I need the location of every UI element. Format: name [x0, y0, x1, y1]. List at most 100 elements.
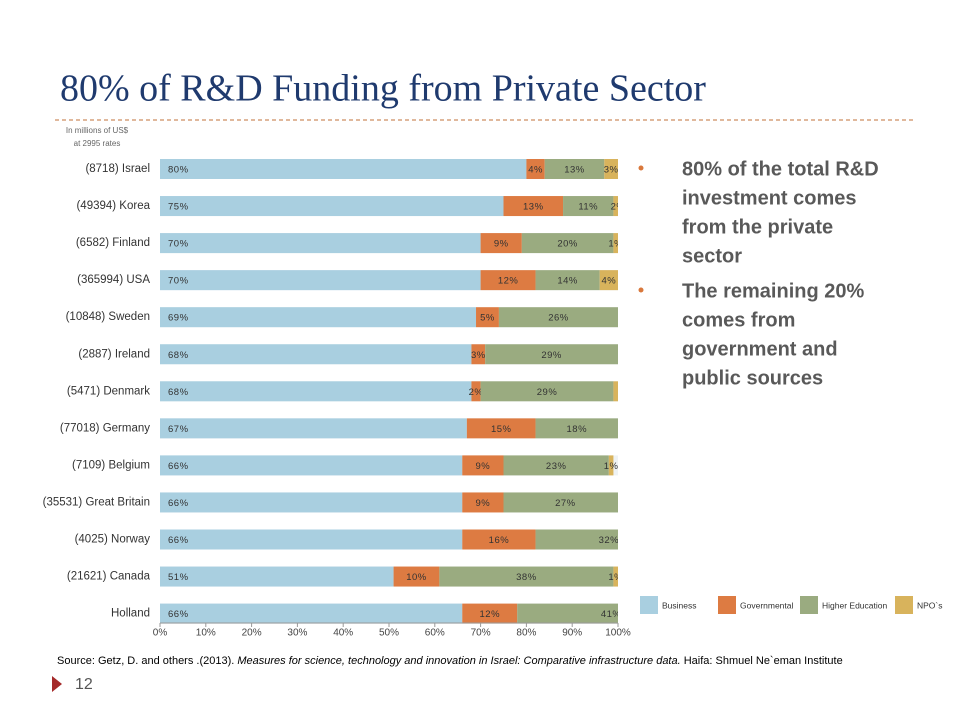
value-label: 2%: [469, 387, 484, 398]
bar-segment: [160, 159, 527, 179]
value-label: 26%: [548, 313, 569, 324]
bar-segment: [160, 418, 467, 439]
value-label: 1%: [604, 461, 619, 472]
category-label: (365994) USA: [77, 274, 150, 286]
bullet-text: comes from: [682, 309, 795, 331]
value-label: 13%: [523, 202, 544, 213]
bar-segment: [503, 455, 609, 476]
plot: 80% 4% 13% 3% 75% 13% 11% 2% 70% 9% 20% 1% 70% 12% 14%…: [160, 159, 639, 624]
bar-segment: [439, 566, 614, 587]
x-tick-label: 90%: [562, 628, 582, 639]
bar-segment: [498, 307, 618, 328]
bar-segment: [535, 418, 618, 439]
category-label: (7109) Belgium: [72, 459, 150, 471]
source: Source: Getz, D. and others .(2013). Mea…: [57, 655, 843, 667]
x-tick-label: 10%: [196, 628, 216, 639]
category-label: Holland: [111, 608, 150, 620]
source-suffix: Haifa: Shmuel Ne`eman Institute: [681, 655, 843, 667]
category-label: (4025) Norway: [75, 534, 151, 546]
value-label: 2%: [624, 498, 639, 509]
value-label: 3%: [604, 165, 619, 176]
value-label: 23%: [546, 461, 567, 472]
value-label: 9%: [476, 461, 491, 472]
value-label: 67%: [168, 424, 189, 435]
legend-label: Higher Education: [822, 600, 887, 610]
value-label: 16%: [489, 535, 510, 546]
bar-segment: [535, 270, 600, 291]
bullet-text: from the private: [682, 216, 833, 238]
bar-segment: [160, 381, 472, 402]
bar-segment: [503, 492, 618, 513]
value-label: 13%: [564, 165, 585, 176]
bar-segment: [160, 233, 481, 254]
legend-swatch: [895, 596, 913, 614]
value-label: 18%: [567, 424, 588, 435]
bar-segment: [604, 159, 618, 179]
bullet-text: investment comes: [682, 187, 857, 209]
category-label: (8718) Israel: [85, 163, 150, 175]
x-tick-label: 30%: [287, 628, 307, 639]
bar-segment: [485, 344, 618, 365]
bar-segment: [613, 233, 618, 254]
bar-segment: [627, 492, 636, 512]
x-tick-label: 60%: [425, 628, 445, 639]
x-tick-label: 0%: [153, 628, 168, 639]
value-label: 70%: [168, 239, 189, 250]
category-label: (77018) Germany: [60, 422, 150, 434]
category-label: (2887) Ireland: [78, 348, 150, 360]
value-label: 66%: [168, 498, 189, 509]
bar-segment: [160, 344, 472, 365]
source-prefix: Source: Getz, D. and others .(2013).: [57, 655, 237, 667]
value-label: 5%: [480, 313, 495, 324]
value-label: 68%: [168, 387, 189, 398]
bar-segment: [480, 381, 614, 402]
legend-label: NPO`s: [917, 600, 943, 610]
value-label: 66%: [168, 609, 189, 620]
category-label: (10848) Sweden: [66, 311, 150, 323]
value-label: 12%: [480, 609, 501, 620]
bar-segment: [160, 455, 463, 476]
bar-segment: [480, 233, 522, 254]
value-label: 2%: [611, 202, 626, 213]
bar-segment: [393, 566, 440, 587]
legend-swatch: [640, 596, 658, 614]
value-label: 9%: [476, 498, 491, 509]
value-label: 15%: [491, 424, 512, 435]
bar-segment: [526, 159, 545, 179]
bar-segment: [160, 196, 504, 217]
bullet-text: public sources: [682, 367, 823, 389]
value-label: 9%: [494, 239, 509, 250]
slide-title: 80% of R&D Funding from Private Sector: [60, 68, 706, 110]
page-marker: [52, 676, 62, 692]
bar-segment: [160, 270, 481, 291]
value-label: 51%: [168, 572, 189, 583]
bar-segment: [160, 307, 477, 328]
bar-segment: [544, 159, 605, 179]
legend-swatch: [718, 596, 736, 614]
bullet-text: The remaining 20%: [682, 280, 864, 302]
bar-segment: [613, 196, 618, 217]
legend-swatch: [800, 596, 818, 614]
bullet-text: 80% of the total R&D: [682, 158, 879, 180]
bullet-text: government and: [682, 338, 838, 360]
bar-segment: [599, 270, 618, 291]
bar-segment: [466, 418, 536, 439]
value-label: 20%: [557, 239, 578, 250]
x-tick-label: 70%: [471, 628, 491, 639]
bar-segment: [462, 603, 518, 624]
value-label: 29%: [541, 350, 562, 361]
value-label: 69%: [168, 313, 189, 324]
bullet-dot: [638, 287, 644, 293]
bar-segment: [471, 344, 486, 365]
bar-segment: [160, 566, 394, 587]
value-label: 41%: [601, 609, 622, 620]
value-label: 1%: [608, 239, 623, 250]
source-title: Measures for science, technology and inn…: [237, 655, 680, 667]
page-number: 12: [75, 676, 93, 693]
bar-segment: [462, 455, 504, 476]
category-label: (5471) Denmark: [67, 385, 150, 397]
bar-segment: [476, 307, 499, 328]
bar-segment: [613, 566, 618, 587]
value-label: 38%: [516, 572, 537, 583]
